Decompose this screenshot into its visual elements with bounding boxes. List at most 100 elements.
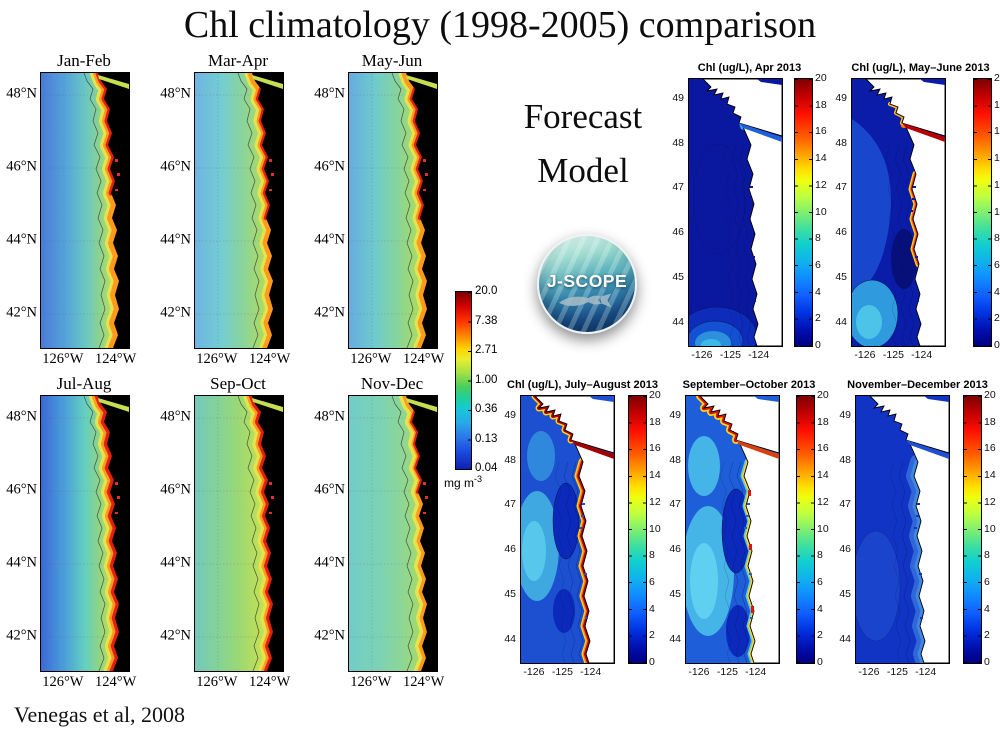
lat-tick-label: 44°N — [6, 554, 37, 571]
lat-tick-label: 49 — [669, 409, 681, 422]
lat-tick-label: 45 — [672, 270, 684, 283]
colorbar-tick-label: 20 — [817, 389, 829, 401]
lat-tick-label: 46°N — [6, 158, 37, 175]
model-colorbar-gradient — [963, 395, 982, 664]
lat-tick-label: 42°N — [314, 304, 345, 321]
lat-tick-label: 48°N — [6, 408, 37, 425]
climatology-panel-label: Jan-Feb — [57, 51, 111, 70]
lat-tick-label: 44°N — [160, 554, 191, 571]
lat-tick-label: 44°N — [160, 231, 191, 248]
climatology-map — [40, 72, 130, 349]
colorbar-tick-label: 12 — [817, 495, 829, 508]
lat-tick-label: 46°N — [6, 481, 37, 498]
colorbar-tick-label: 6 — [984, 575, 990, 588]
model-colorbar-gradient — [796, 395, 815, 664]
lat-tick-label: 45 — [669, 587, 681, 600]
model-colorbar-gradient — [628, 395, 647, 664]
lon-tick-label: -125 — [551, 666, 573, 678]
colorbar-tick-label: 20 — [815, 72, 827, 84]
lat-tick-label: 47 — [669, 498, 681, 511]
lat-tick-label: 48 — [835, 136, 847, 149]
colorbar-tick-label: 4 — [815, 285, 821, 298]
units-exponent: -3 — [473, 474, 482, 484]
model-map — [676, 78, 783, 368]
model-colorbar-gradient — [973, 78, 992, 347]
lon-tick-label: -125 — [886, 666, 908, 678]
colorbar-tick-label: 18 — [817, 415, 829, 428]
colorbar-tick-label: 8 — [649, 549, 655, 562]
climatology-map — [348, 395, 438, 672]
logo-text: J-SCOPE — [546, 270, 628, 291]
colorbar-tick-label: 10 — [815, 205, 827, 218]
lon-tick-label: -124 — [748, 349, 770, 361]
lat-tick-label: 49 — [504, 409, 516, 422]
colorbar-tick-label: 2.71 — [475, 344, 498, 356]
lat-tick-label: 46 — [672, 226, 684, 239]
lon-tick-label: -126 — [854, 349, 876, 361]
colorbar-tick-label: 4 — [994, 285, 1000, 298]
lat-tick-label: 46 — [835, 226, 847, 239]
climatology-map — [348, 72, 438, 349]
lon-tick-label: -126 — [523, 666, 545, 678]
colorbar-tick-label: 2 — [984, 629, 990, 642]
lat-tick-label: 45 — [839, 587, 851, 600]
model-map — [851, 395, 950, 671]
colorbar-tick-label: 1.00 — [475, 373, 498, 386]
colorbar-tick-label: 6 — [649, 575, 655, 588]
lat-tick-label: 48°N — [314, 85, 345, 102]
lon-tick-label: -125 — [719, 349, 741, 361]
lon-tick-label: 124°W — [249, 674, 291, 690]
lat-tick-label: 42°N — [6, 304, 37, 321]
colorbar-tick-label: 2 — [994, 312, 1000, 325]
colorbar-tick-label: 10 — [817, 522, 829, 535]
units-base: mg m — [443, 476, 474, 490]
climatology-map — [194, 395, 284, 672]
fish-icon — [559, 293, 612, 308]
lat-tick-label: 42°N — [160, 304, 191, 321]
colorbar-tick-label: 8 — [984, 549, 990, 562]
lon-tick-label: 126°W — [196, 674, 238, 690]
colorbar-tick-label: 2 — [817, 629, 823, 642]
lon-tick-label: -125 — [882, 349, 904, 361]
forecast-line-1: Forecast — [523, 97, 643, 136]
colorbar-tick-label: 16 — [649, 442, 661, 455]
colorbar-tick-label: 8 — [815, 232, 821, 245]
colorbar-tick-label: 12 — [815, 178, 827, 191]
lat-tick-label: 44 — [672, 315, 684, 328]
lat-tick-label: 49 — [839, 409, 851, 422]
lat-tick-label: 48 — [839, 453, 851, 466]
model-panel-title: Chl (ug/L), May–June 2013 — [851, 62, 990, 74]
climatology-panel-label: Jul-Aug — [56, 374, 112, 393]
colorbar-tick-label: 0 — [817, 656, 823, 668]
lon-tick-label: 124°W — [403, 351, 445, 367]
lat-tick-label: 44 — [504, 632, 516, 645]
colorbar-tick-label: 18 — [984, 415, 996, 428]
lat-tick-label: 46 — [839, 543, 851, 556]
lat-tick-label: 47 — [835, 181, 847, 194]
colorbar-tick-label: 14 — [649, 469, 661, 482]
lat-tick-label: 42°N — [160, 627, 191, 644]
lat-tick-label: 48°N — [160, 85, 191, 102]
lat-tick-label: 48 — [672, 136, 684, 149]
colorbar-tick-label: 20 — [649, 389, 661, 401]
lon-tick-label: -124 — [915, 666, 937, 678]
colorbar-tick-label: 0 — [815, 339, 821, 351]
colorbar-tick-label: 12 — [649, 495, 661, 508]
colorbar-tick-label: 0.13 — [475, 432, 498, 445]
lat-tick-label: 44°N — [314, 554, 345, 571]
climatology-colorbar-gradient — [455, 291, 472, 470]
lat-tick-label: 45 — [504, 587, 516, 600]
lon-tick-label: 124°W — [249, 351, 291, 367]
lat-tick-label: 48 — [504, 453, 516, 466]
lat-tick-label: 42°N — [314, 627, 345, 644]
lat-tick-label: 45 — [835, 270, 847, 283]
colorbar-tick-label: 0.04 — [475, 462, 498, 474]
lat-tick-label: 46°N — [160, 158, 191, 175]
colorbar-units-label: mg m-3 — [433, 474, 493, 490]
colorbar-tick-label: 10 — [984, 522, 996, 535]
colorbar-tick-label: 10 — [994, 205, 1000, 218]
colorbar-tick-label: 18 — [649, 415, 661, 428]
climatology-panel-label: Nov-Dec — [360, 374, 424, 393]
colorbar-tick-label: 20 — [984, 389, 996, 401]
colorbar-tick-label: 0 — [984, 656, 990, 668]
